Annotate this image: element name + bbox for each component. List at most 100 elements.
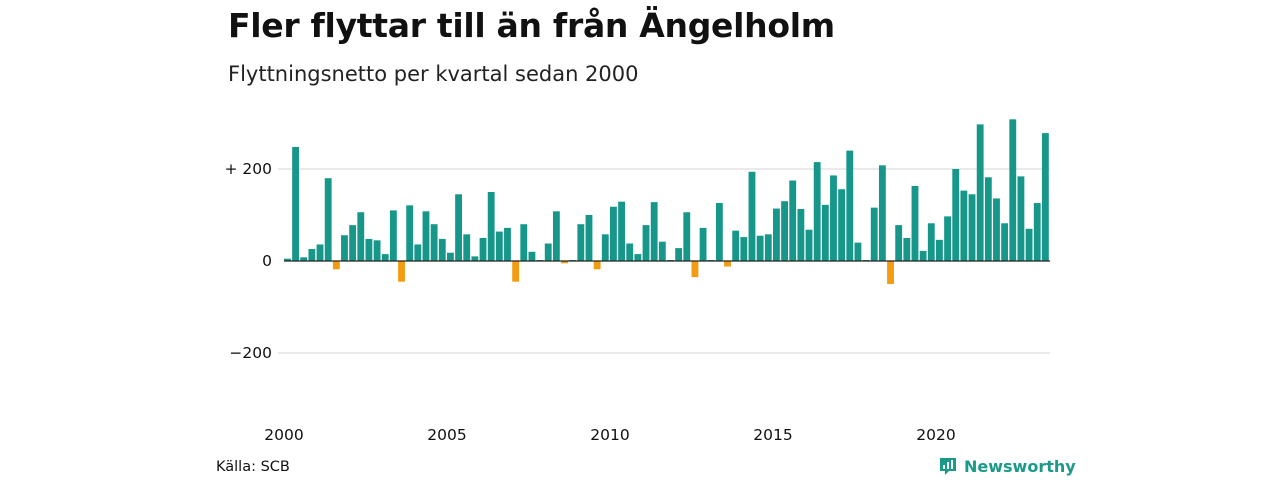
bar — [520, 224, 528, 261]
source-label: Källa: SCB — [216, 459, 290, 475]
bar — [601, 234, 609, 261]
bar — [422, 211, 430, 261]
bar — [968, 194, 976, 261]
bar — [455, 194, 462, 261]
bar — [618, 201, 625, 261]
bar — [373, 240, 381, 261]
bar — [952, 169, 960, 261]
bar — [870, 207, 878, 261]
bar — [919, 250, 927, 261]
bar — [438, 238, 446, 261]
bar — [316, 244, 324, 261]
bar — [389, 210, 397, 261]
bar — [658, 241, 666, 261]
bar — [927, 223, 935, 261]
bar — [993, 198, 1000, 261]
y-tick-label: + 200 — [225, 160, 273, 178]
bar — [544, 243, 552, 261]
bar — [895, 225, 903, 261]
bar — [642, 225, 650, 261]
bar — [341, 235, 348, 261]
bar — [764, 234, 772, 261]
bar — [846, 150, 854, 261]
bar — [854, 242, 862, 261]
y-axis-ticks: + 200 0 −200 — [225, 160, 273, 362]
bar — [1041, 133, 1049, 261]
bar — [960, 190, 968, 261]
brand-name: Newsworthy — [964, 456, 1076, 476]
bar — [357, 212, 365, 261]
bar — [365, 238, 373, 261]
bar — [1025, 228, 1033, 261]
bar — [593, 261, 601, 270]
y-tick-label: −200 — [229, 344, 272, 362]
bar — [903, 238, 911, 261]
bar — [381, 254, 389, 261]
brand[interactable]: Newsworthy — [938, 456, 1076, 476]
bar — [324, 178, 332, 261]
bar — [911, 186, 919, 261]
y-tick-label: 0 — [262, 252, 272, 270]
bar — [1033, 203, 1041, 261]
newsworthy-logo-icon — [940, 458, 956, 475]
bar — [821, 204, 829, 261]
bar — [781, 201, 788, 261]
bar — [406, 205, 414, 261]
bar — [634, 254, 642, 261]
bar — [675, 248, 683, 261]
bar — [487, 192, 495, 261]
bar — [1017, 176, 1025, 261]
bar — [471, 256, 479, 261]
bar — [398, 261, 405, 282]
x-tick-label: 2020 — [916, 426, 955, 444]
x-tick-label: 2000 — [264, 426, 303, 444]
bar — [732, 230, 740, 261]
bar — [504, 227, 511, 261]
bar — [585, 215, 593, 261]
bar — [715, 203, 723, 261]
bar — [626, 243, 634, 261]
bar — [887, 261, 894, 284]
bar — [552, 211, 560, 261]
bar — [577, 224, 585, 261]
bar — [691, 261, 699, 278]
bar — [561, 261, 568, 264]
bar — [838, 189, 846, 261]
gridlines — [278, 168, 1050, 354]
bar — [447, 252, 454, 261]
bar — [756, 235, 764, 261]
bar — [292, 146, 299, 261]
x-axis-ticks: 2000 2005 2010 2015 2020 — [264, 426, 955, 444]
bar — [650, 202, 658, 261]
bar — [512, 261, 520, 282]
bar — [878, 165, 886, 261]
bar — [332, 261, 340, 270]
chart-subtitle: Flyttningsnetto per kvartal sedan 2000 — [228, 62, 639, 86]
bar — [683, 212, 691, 261]
bar — [610, 206, 617, 261]
bar — [740, 237, 748, 261]
bar — [797, 209, 805, 261]
bar — [805, 229, 813, 261]
x-tick-label: 2015 — [753, 426, 792, 444]
bar — [699, 227, 707, 261]
bar — [430, 224, 438, 261]
chart-title: Fler flyttar till än från Ängelholm — [228, 6, 835, 45]
bar — [300, 257, 308, 261]
bar — [789, 180, 797, 261]
bar — [414, 244, 422, 261]
bar — [813, 162, 821, 261]
bar — [284, 258, 291, 261]
bar — [976, 124, 984, 261]
bar — [1001, 223, 1009, 261]
bar — [773, 208, 780, 261]
bar — [308, 249, 316, 261]
bars — [284, 119, 1049, 284]
bar — [984, 177, 992, 261]
bar — [748, 171, 756, 261]
x-tick-label: 2010 — [590, 426, 629, 444]
bar — [479, 238, 487, 261]
x-tick-label: 2005 — [427, 426, 466, 444]
bar — [463, 234, 471, 261]
